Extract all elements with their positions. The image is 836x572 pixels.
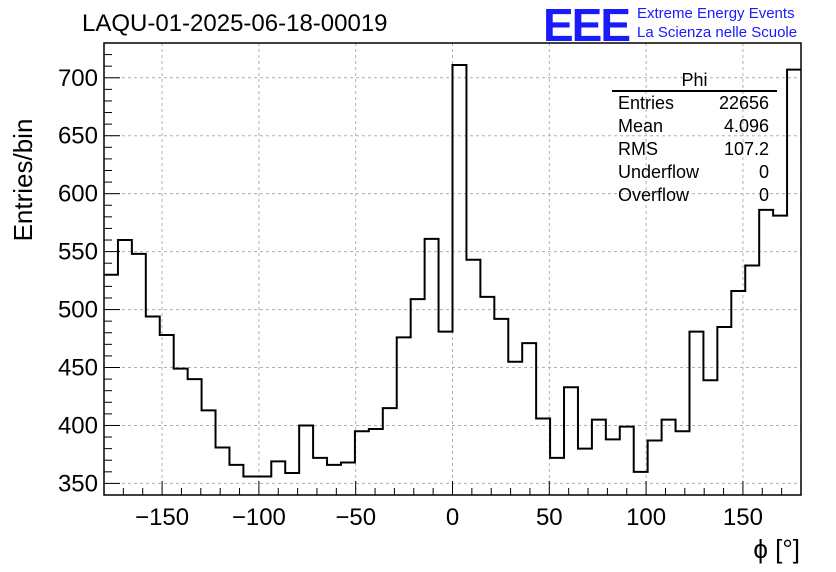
y-tick-label: 600 bbox=[58, 181, 98, 208]
eee-logo: EEE bbox=[543, 0, 631, 51]
stats-value: 22656 bbox=[718, 93, 769, 113]
stats-label: Overflow bbox=[618, 185, 690, 205]
y-tick-label: 400 bbox=[58, 412, 98, 439]
stats-value: 0 bbox=[758, 162, 769, 182]
stats-title: Phi bbox=[612, 70, 777, 92]
stats-label: RMS bbox=[618, 139, 658, 159]
stats-label: Entries bbox=[618, 93, 675, 113]
x-tick-label: 100 bbox=[626, 504, 666, 531]
y-tick-label: 550 bbox=[58, 239, 98, 266]
y-axis-ticks: 350 400 450 500 550 600 650 700 bbox=[58, 54, 120, 497]
histogram-line bbox=[104, 64, 801, 478]
stats-value: 4.096 bbox=[723, 116, 769, 136]
x-tick-label: 0 bbox=[446, 504, 459, 531]
y-tick-label: 350 bbox=[58, 470, 98, 497]
logo-caption: Extreme Energy Events La Scienza nelle S… bbox=[637, 4, 797, 42]
x-tick-label: −150 bbox=[135, 504, 189, 531]
stats-value: 0 bbox=[758, 185, 769, 205]
y-tick-label: 650 bbox=[58, 123, 98, 150]
stats-value: 107.2 bbox=[723, 139, 769, 159]
stats-row-overflow: Overflow 0 bbox=[612, 184, 777, 207]
chart-title: LAQU-01-2025-06-18-00019 bbox=[82, 10, 388, 37]
y-tick-label: 700 bbox=[58, 65, 98, 92]
x-axis-label: ϕ [°] bbox=[753, 534, 800, 564]
y-tick-label: 500 bbox=[58, 297, 98, 324]
x-tick-label: 50 bbox=[536, 504, 563, 531]
x-tick-label: −100 bbox=[232, 504, 286, 531]
stats-row-entries: Entries 22656 bbox=[612, 92, 777, 115]
stats-row-rms: RMS 107.2 bbox=[612, 138, 777, 161]
logo-line-1: Extreme Energy Events bbox=[637, 5, 795, 22]
stats-label: Mean bbox=[618, 116, 664, 136]
y-tick-label: 450 bbox=[58, 355, 98, 382]
stats-box: Phi Entries 22656 Mean 4.096 RMS 107.2 U… bbox=[612, 70, 777, 207]
stats-row-mean: Mean 4.096 bbox=[612, 115, 777, 138]
x-tick-label: −50 bbox=[335, 504, 376, 531]
y-axis-label: Entries/bin bbox=[8, 119, 38, 242]
x-axis-ticks: −150 −100 −50 0 50 100 150 bbox=[103, 481, 802, 531]
logo-line-2: La Scienza nelle Scuole bbox=[637, 24, 798, 41]
x-tick-label: 150 bbox=[723, 504, 763, 531]
stats-label: Underflow bbox=[618, 162, 700, 182]
stats-row-underflow: Underflow 0 bbox=[612, 161, 777, 184]
